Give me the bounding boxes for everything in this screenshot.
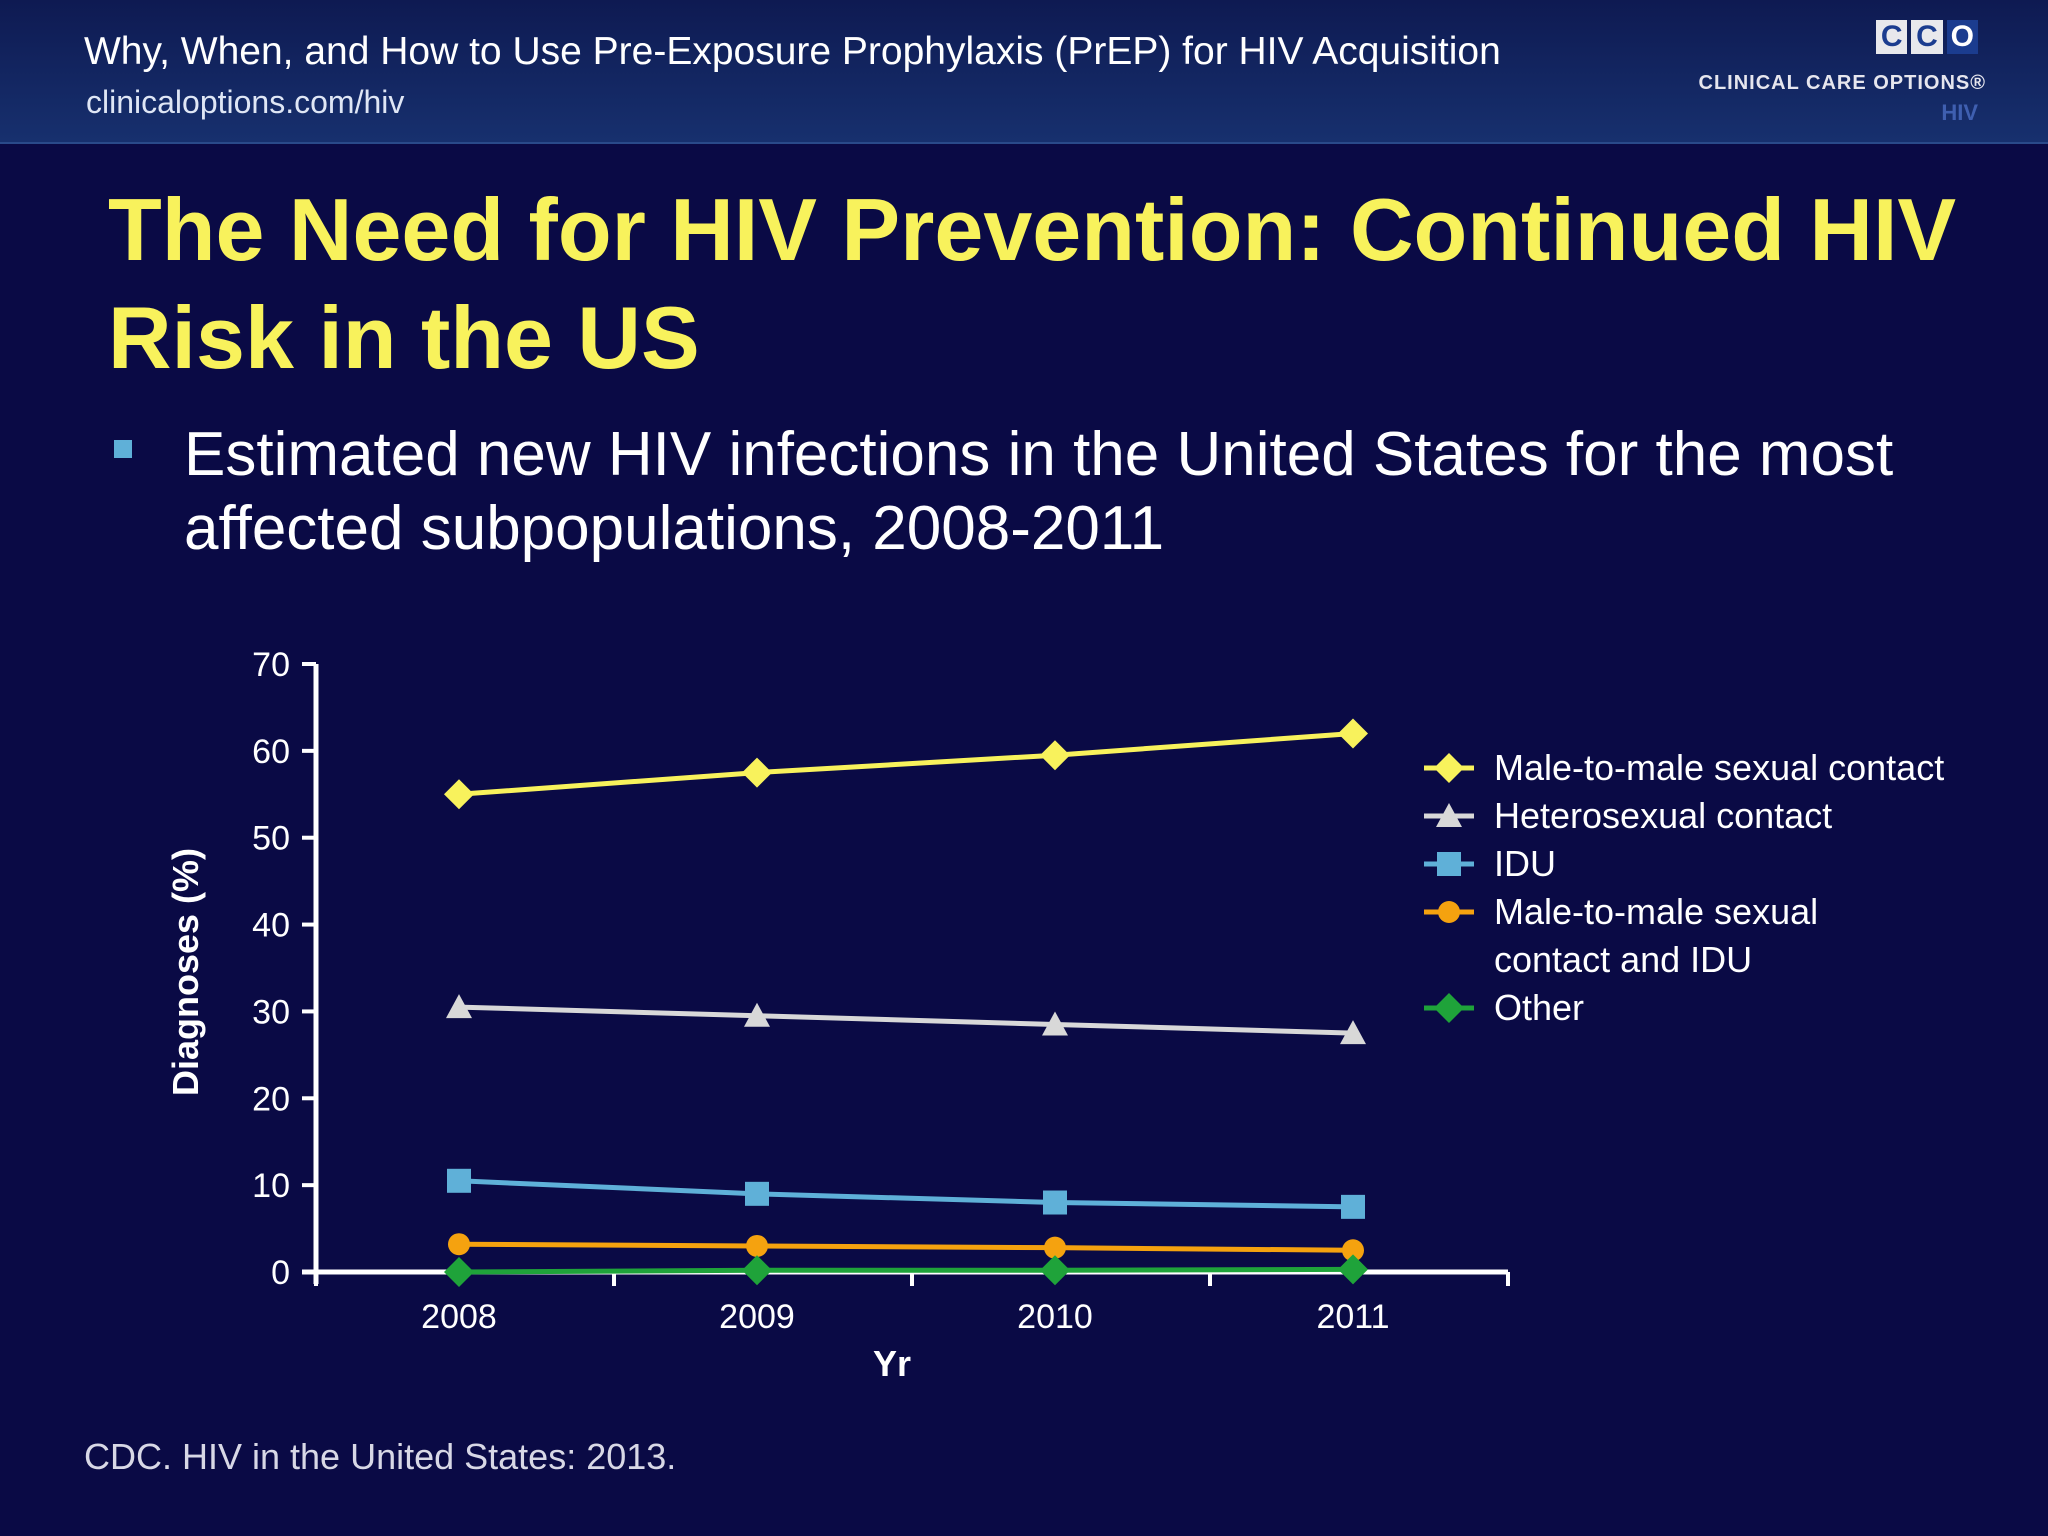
legend-label: Male-to-male sexual (1494, 891, 1818, 932)
logo-letter-3: O (1946, 20, 1978, 54)
y-tick-label: 30 (252, 993, 290, 1031)
y-tick-label: 60 (252, 733, 290, 771)
logo-subtitle: HIV (1941, 100, 1978, 125)
x-tick-label: 2010 (1017, 1298, 1093, 1336)
bullet-square-icon (114, 440, 132, 458)
data-point (1340, 1020, 1366, 1045)
slide-title: The Need for HIV Prevention: Continued H… (108, 180, 1957, 387)
header-bar: Why, When, and How to Use Pre-Exposure P… (0, 0, 2048, 144)
bullet-text: Estimated new HIV infections in the Unit… (184, 420, 1894, 563)
cco-logo: C C O (1876, 20, 1978, 54)
data-point (448, 1233, 470, 1256)
y-axis-label: Diagnoses (%) (165, 848, 206, 1096)
data-point (746, 1234, 768, 1257)
data-point (744, 1002, 770, 1027)
data-point (1338, 1254, 1368, 1285)
legend-marker (1436, 803, 1462, 827)
source-citation: CDC. HIV in the United States: 2013. (84, 1436, 677, 1477)
legend-marker (1434, 993, 1464, 1023)
x-tick-label: 2009 (719, 1298, 795, 1336)
series-line (458, 1241, 1354, 1253)
data-point (742, 1255, 772, 1286)
data-point (1042, 1011, 1068, 1036)
y-tick-label: 40 (252, 907, 290, 945)
data-point (444, 779, 474, 810)
data-point (444, 1257, 474, 1287)
y-tick-label: 10 (252, 1167, 290, 1205)
y-tick-label: 20 (252, 1080, 290, 1118)
series-line (458, 1004, 1354, 1036)
presentation-title: Why, When, and How to Use Pre-Exposure P… (84, 30, 1501, 73)
data-point (1338, 718, 1368, 749)
data-point (1040, 1255, 1070, 1286)
logo-letter-1: C (1876, 20, 1908, 54)
y-tick-label: 70 (252, 646, 290, 684)
series-line (458, 1266, 1354, 1275)
data-point (1040, 740, 1070, 771)
header-url[interactable]: clinicaloptions.com/hiv (86, 84, 405, 120)
logo-letter-2: C (1911, 20, 1943, 54)
logo-text: CLINICAL CARE OPTIONS® (1698, 72, 1986, 94)
data-point (447, 1168, 471, 1193)
legend-marker (1434, 753, 1464, 783)
legend-label: Male-to-male sexual contact (1494, 747, 1944, 788)
y-tick-label: 0 (271, 1254, 290, 1292)
y-tick-label: 50 (252, 820, 290, 858)
legend-marker (1437, 852, 1461, 876)
series-line (458, 730, 1354, 797)
x-tick-label: 2011 (1316, 1298, 1389, 1336)
legend-marker (1438, 901, 1460, 923)
x-axis-label: Yr (873, 1343, 911, 1384)
legend-label: Heterosexual contact (1494, 795, 1832, 836)
data-point (742, 757, 772, 788)
data-point (446, 994, 472, 1019)
x-tick-label: 2008 (421, 1298, 497, 1336)
series-line (458, 1178, 1354, 1210)
data-point (1043, 1190, 1067, 1215)
legend-label: Other (1494, 987, 1584, 1028)
legend-label: IDU (1494, 843, 1556, 884)
data-point (745, 1181, 769, 1206)
data-point (1341, 1194, 1365, 1219)
data-point (1342, 1239, 1364, 1262)
legend-label: contact and IDU (1494, 939, 1752, 980)
data-point (1044, 1236, 1066, 1259)
